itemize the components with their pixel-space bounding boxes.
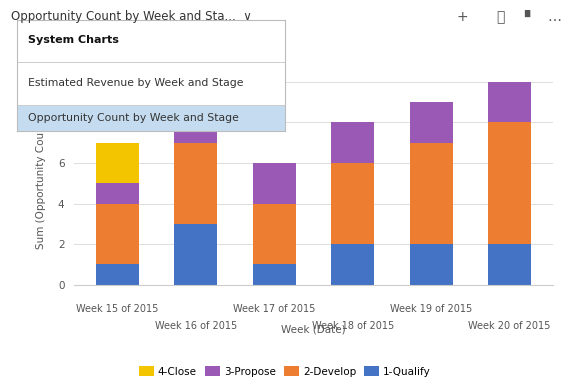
Legend: 4-Close, 3-Propose, 2-Develop, 1-Qualify: 4-Close, 3-Propose, 2-Develop, 1-Qualify <box>135 362 435 381</box>
Y-axis label: Sum (Opportunity Count): Sum (Opportunity Count) <box>36 117 46 249</box>
Bar <box>410 244 453 285</box>
Bar <box>174 102 217 143</box>
Bar <box>96 204 139 264</box>
Bar <box>410 102 453 143</box>
Text: Week 19 of 2015: Week 19 of 2015 <box>390 304 473 314</box>
Text: Week 18 of 2015: Week 18 of 2015 <box>312 321 394 331</box>
Bar <box>253 163 296 204</box>
Text: Week 20 of 2015: Week 20 of 2015 <box>469 321 551 331</box>
Text: Week 16 of 2015: Week 16 of 2015 <box>154 321 237 331</box>
Bar <box>253 204 296 264</box>
Bar <box>410 143 453 244</box>
Bar <box>96 264 139 285</box>
Bar <box>174 224 217 285</box>
Bar <box>174 143 217 224</box>
Bar <box>331 163 374 244</box>
Bar <box>174 82 217 102</box>
Text: Opportunity Count by Week and Stage: Opportunity Count by Week and Stage <box>28 113 239 123</box>
X-axis label: Week (Date): Week (Date) <box>281 325 346 335</box>
Text: Week 15 of 2015: Week 15 of 2015 <box>76 304 158 314</box>
Text: Opportunity Count by Week and Sta...  ∨: Opportunity Count by Week and Sta... ∨ <box>11 10 253 23</box>
Text: Week 17 of 2015: Week 17 of 2015 <box>233 304 315 314</box>
Text: System Charts: System Charts <box>28 34 119 44</box>
Text: ⧈: ⧈ <box>496 10 504 24</box>
Bar <box>331 244 374 285</box>
Bar <box>488 122 531 244</box>
Text: +: + <box>456 10 467 24</box>
Bar <box>488 244 531 285</box>
Bar <box>331 122 374 163</box>
Bar <box>96 183 139 204</box>
Text: ▘: ▘ <box>524 10 535 24</box>
Bar <box>253 264 296 285</box>
Bar <box>488 82 531 122</box>
Text: …: … <box>547 10 561 24</box>
FancyBboxPatch shape <box>17 105 285 131</box>
Text: Estimated Revenue by Week and Stage: Estimated Revenue by Week and Stage <box>28 78 243 88</box>
Bar <box>96 143 139 183</box>
